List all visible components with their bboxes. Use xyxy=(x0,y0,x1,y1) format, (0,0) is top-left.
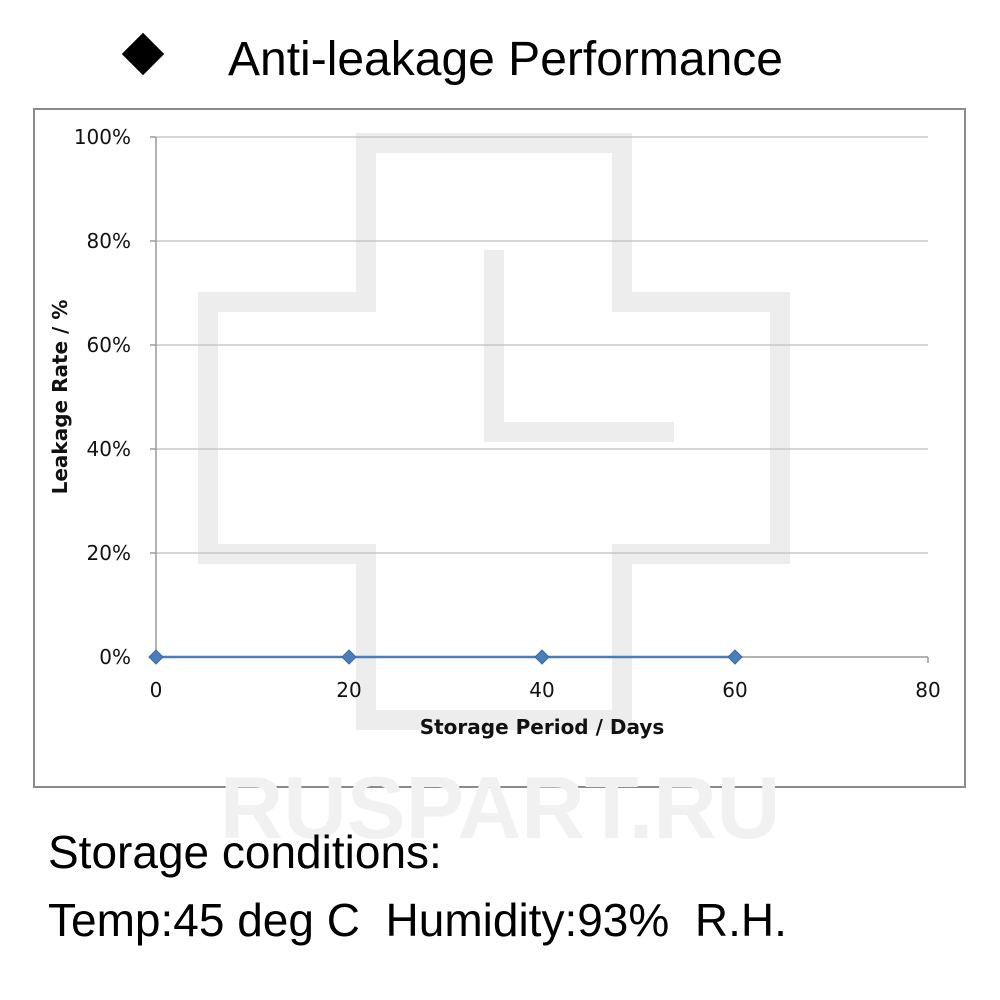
x-tick-label: 20 xyxy=(336,678,361,702)
axes xyxy=(150,136,929,663)
y-tick-label: 100% xyxy=(74,125,131,149)
x-tick-label: 80 xyxy=(915,678,940,702)
data-point-diamond xyxy=(341,649,357,665)
title-row: Anti-leakage Performance xyxy=(0,25,1000,95)
series xyxy=(148,649,743,665)
watermark-cross-icon xyxy=(198,133,790,730)
y-tick-label: 0% xyxy=(99,645,131,669)
y-axis-title: Leakage Rate / % xyxy=(48,300,72,495)
conditions-heading: Storage conditions: xyxy=(48,826,442,878)
storage-conditions: Storage conditions: Temp:45 deg C Humidi… xyxy=(48,818,787,954)
data-point-diamond xyxy=(148,649,164,665)
y-tick-label: 60% xyxy=(87,333,131,357)
y-tick-label: 80% xyxy=(87,229,131,253)
labels: 0% 20% 40% 60% 80% 100% 0 20 40 60 80 Storage Perio… xyxy=(48,125,941,739)
conditions-values: Temp:45 deg C Humidity:93% R.H. xyxy=(48,894,787,946)
y-tick-label: 40% xyxy=(87,437,131,461)
data-point-diamond xyxy=(727,649,743,665)
y-tick-label: 20% xyxy=(87,541,131,565)
x-tick-label: 0 xyxy=(150,678,163,702)
x-tick-label: 60 xyxy=(722,678,747,702)
watermark-text: RUSPART.RU xyxy=(220,758,781,857)
x-tick-label: 40 xyxy=(529,678,554,702)
data-point-diamond xyxy=(534,649,550,665)
watermark: RUSPART.RU xyxy=(198,133,790,857)
watermark-mark-icon xyxy=(484,250,674,442)
page-title: Anti-leakage Performance xyxy=(228,33,783,86)
grid xyxy=(156,136,928,554)
chart-frame xyxy=(33,108,966,788)
x-axis-title: Storage Period / Days xyxy=(420,715,665,739)
